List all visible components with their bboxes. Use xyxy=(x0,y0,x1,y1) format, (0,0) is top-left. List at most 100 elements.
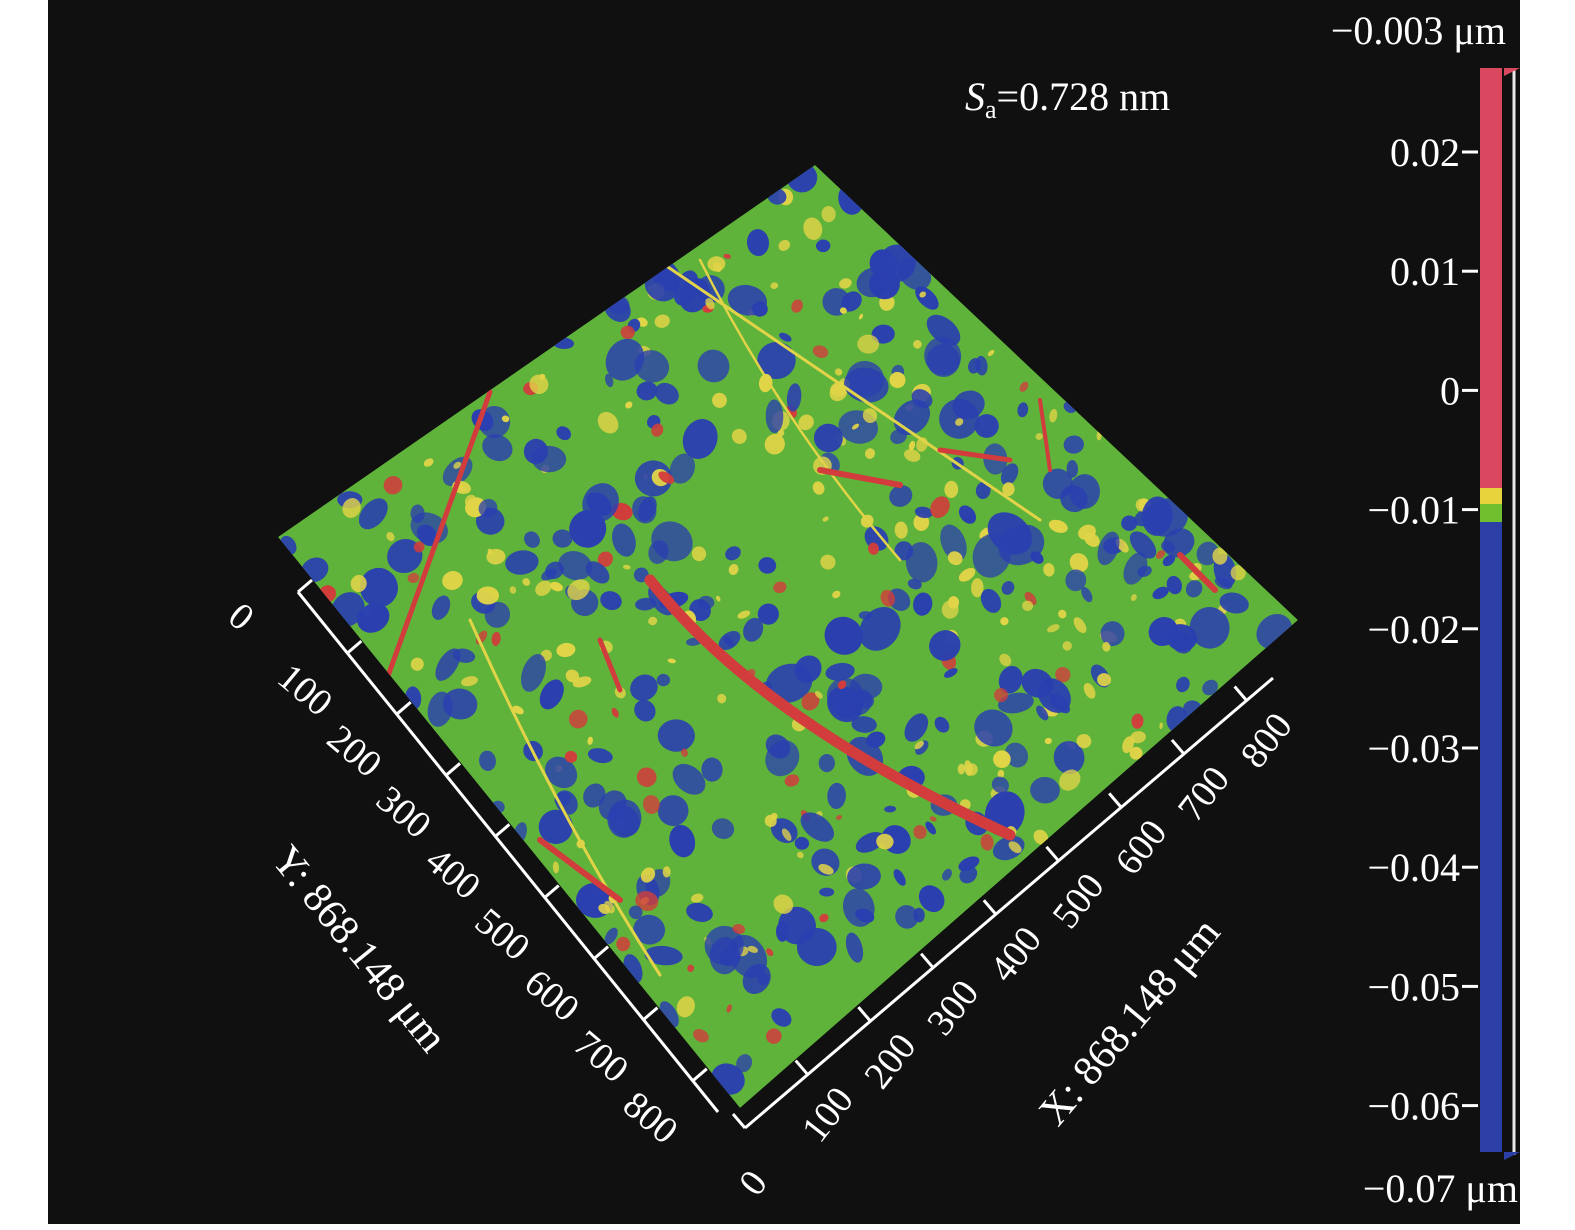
surface-speck xyxy=(884,805,897,813)
surface-scratch xyxy=(937,447,1013,463)
surface-speck xyxy=(667,658,676,664)
colorbar: 0.020.010−0.01−0.02−0.03−0.04−0.05−0.06 … xyxy=(1331,8,1520,1211)
surface-speck xyxy=(834,368,843,376)
surface-speck xyxy=(1141,496,1173,536)
surface-speck xyxy=(648,540,669,564)
surface-speck xyxy=(413,541,425,553)
surface-speck xyxy=(487,548,493,555)
surface-speck xyxy=(1035,433,1043,440)
surface-speck xyxy=(925,821,937,835)
surface-speck xyxy=(800,812,835,842)
surface-speck xyxy=(529,374,549,395)
surface-speck xyxy=(871,324,895,344)
surface-speck xyxy=(636,381,658,401)
surface-speck xyxy=(1130,731,1146,744)
surface-speck xyxy=(781,828,792,841)
surface-scratch xyxy=(1177,552,1218,593)
surface-speck xyxy=(736,1054,753,1073)
x-axis-tick-label: 300 xyxy=(919,972,987,1043)
surface-speck xyxy=(1055,667,1071,683)
surface-speck xyxy=(387,538,423,574)
y-axis-tick-label: 100 xyxy=(270,656,341,725)
colorbar-bottom-marker xyxy=(1504,1152,1520,1160)
surface-speck xyxy=(765,399,784,434)
surface-speck xyxy=(876,833,894,850)
surface-speck xyxy=(1019,381,1029,392)
surface-speck xyxy=(893,869,906,886)
surface-speck xyxy=(531,445,567,473)
surface-speck xyxy=(929,630,961,661)
surface-speck xyxy=(1162,554,1176,567)
surface-speck xyxy=(587,736,593,745)
surface-speck xyxy=(999,653,1012,667)
colorbar-tick-label: −0.04 xyxy=(1367,845,1460,890)
surface-speck xyxy=(541,568,557,581)
surface-speck xyxy=(600,591,622,611)
surface-speck xyxy=(558,550,593,581)
surface-speck xyxy=(728,563,739,576)
surface-speck xyxy=(711,818,735,840)
surface-speck xyxy=(773,581,787,594)
surface-speck xyxy=(836,815,842,820)
surface-speck xyxy=(1078,524,1096,540)
surface-speck xyxy=(771,1008,792,1027)
surface-speck xyxy=(778,239,791,251)
surface-speck xyxy=(636,767,657,787)
surface-speck xyxy=(1130,594,1137,602)
surface-speck xyxy=(1212,547,1228,565)
surface-speck xyxy=(1047,624,1060,633)
surface-speck xyxy=(997,769,1005,779)
surface-speck xyxy=(539,679,564,710)
surface-speck xyxy=(851,716,877,733)
surface-speck xyxy=(1219,592,1249,614)
surface-scratch xyxy=(468,618,662,977)
surface-speck xyxy=(630,674,658,701)
surface-speck xyxy=(1059,769,1081,791)
surface-speck xyxy=(991,776,1009,794)
surface-speck xyxy=(698,595,715,610)
surface-speck xyxy=(628,905,643,920)
surface-speck xyxy=(855,908,875,923)
surface-base xyxy=(278,165,1298,1108)
surface-speck xyxy=(512,705,524,715)
surface-speck xyxy=(657,719,695,752)
surface-speck xyxy=(622,564,631,570)
surface-speck xyxy=(926,344,960,377)
surface-speck xyxy=(442,570,463,591)
surface-speck xyxy=(926,314,961,346)
surface-speck xyxy=(567,579,590,601)
surface-speck xyxy=(775,921,789,942)
surface-speck xyxy=(701,757,723,782)
surface-speck xyxy=(1073,617,1087,634)
surface-speck xyxy=(1129,531,1157,559)
surface-speck xyxy=(1022,600,1034,612)
surface-speck xyxy=(1076,733,1092,749)
x-axis-tick-label: 800 xyxy=(1233,705,1301,776)
surface-speck xyxy=(889,371,906,389)
surface-speck xyxy=(940,524,967,562)
surface-speck xyxy=(743,617,764,642)
surface-speck xyxy=(478,406,511,438)
surface-speck xyxy=(586,492,612,516)
surface-speck xyxy=(359,567,398,608)
x-axis-tick-label: 100 xyxy=(794,1079,862,1150)
surface-speck xyxy=(803,217,823,240)
surface-texture xyxy=(280,165,1293,1095)
surface-scratch xyxy=(644,574,1016,841)
y-axis-tick xyxy=(691,1067,708,1082)
surface-speck xyxy=(358,498,388,530)
surface-speck xyxy=(658,471,675,484)
surface-speck xyxy=(1063,435,1084,454)
surface-speck xyxy=(827,782,846,809)
surface-speck xyxy=(482,434,513,462)
y-axis-tick xyxy=(543,884,560,899)
x-axis-tick-label: 500 xyxy=(1044,866,1112,937)
surface-speck xyxy=(552,529,573,548)
surface-speck xyxy=(813,423,843,453)
surface-speck xyxy=(1004,742,1029,768)
surface-speck xyxy=(868,542,879,555)
surface-speck xyxy=(565,669,580,683)
surface-speck xyxy=(1083,682,1096,699)
surface-speck xyxy=(742,963,771,994)
surface-speck xyxy=(1043,563,1055,577)
